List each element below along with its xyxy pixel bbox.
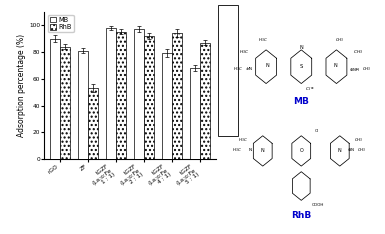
Bar <box>172 33 182 159</box>
Text: N: N <box>300 45 303 50</box>
Bar <box>78 51 88 159</box>
Bar <box>162 53 172 159</box>
Bar <box>60 47 70 159</box>
Text: N: N <box>265 63 269 68</box>
Text: $Cl^\ominus$: $Cl^\ominus$ <box>305 86 315 93</box>
Text: $H_3C$: $H_3C$ <box>258 37 268 44</box>
Text: $\oplus$N: $\oplus$N <box>347 146 355 153</box>
Text: N: N <box>261 148 264 154</box>
Y-axis label: Adsorption percentage (%): Adsorption percentage (%) <box>17 34 26 137</box>
Bar <box>88 88 98 159</box>
Bar <box>218 5 238 136</box>
Text: $CH_3$: $CH_3$ <box>357 146 366 154</box>
Bar <box>116 32 126 159</box>
Text: N: N <box>338 148 341 154</box>
Text: N: N <box>334 63 338 68</box>
Text: $H_3C$: $H_3C$ <box>238 137 248 144</box>
Text: Cl: Cl <box>314 129 318 133</box>
Bar <box>144 36 154 159</box>
Text: $H_3C$: $H_3C$ <box>232 146 242 154</box>
Text: S: S <box>300 64 303 69</box>
Text: MB: MB <box>293 97 309 106</box>
Text: COOH: COOH <box>311 203 324 207</box>
Text: $CH_3$: $CH_3$ <box>362 65 372 73</box>
Bar <box>134 29 144 159</box>
Text: $\oplus$NH: $\oplus$NH <box>349 66 360 73</box>
Text: $CH_3$: $CH_3$ <box>353 48 363 56</box>
Bar <box>200 43 210 159</box>
Text: HN: HN <box>247 67 253 71</box>
Text: RhB: RhB <box>291 211 311 220</box>
Bar <box>190 68 200 159</box>
Text: $CH_3$: $CH_3$ <box>335 37 345 44</box>
Legend: MB, RhB: MB, RhB <box>48 15 74 32</box>
Bar <box>106 28 116 159</box>
Bar <box>50 39 60 159</box>
Text: $H_3C$: $H_3C$ <box>233 65 243 73</box>
Text: N: N <box>249 148 252 152</box>
Text: $H_3C$: $H_3C$ <box>239 48 249 56</box>
Text: O: O <box>300 148 303 154</box>
Text: $CH_3$: $CH_3$ <box>354 137 363 144</box>
